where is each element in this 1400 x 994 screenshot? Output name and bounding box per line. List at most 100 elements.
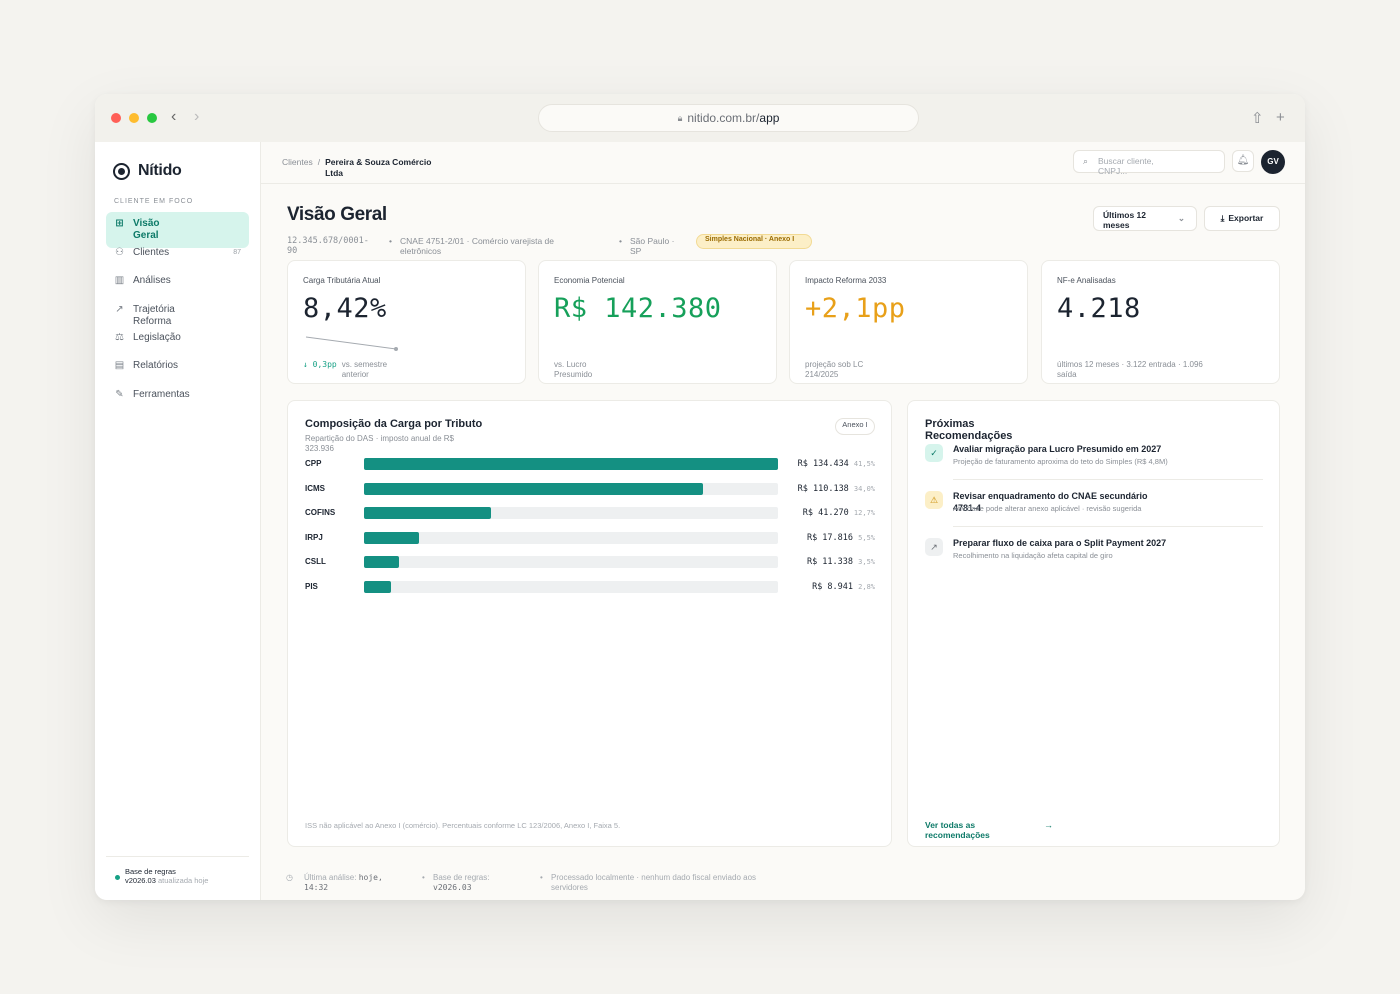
bar-value: R$ 110.138 [797, 483, 854, 494]
footer-last-label: Última análise: [304, 873, 357, 882]
topbar: Clientes / Pereira & Souza Comércio Ltda… [261, 142, 1305, 184]
sidebar-item-visao-geral[interactable]: ⊞ Visão Geral [106, 212, 249, 248]
chevron-down-icon: ⌄ [1177, 213, 1185, 223]
trend-icon: ↗ [925, 538, 943, 556]
annex-badge[interactable]: Anexo I [835, 418, 875, 435]
bar-amount: R$ 17.816 5,5% [807, 533, 875, 543]
maximize-window-button[interactable] [147, 113, 157, 123]
recommendation-title: Avaliar migração para Lucro Presumido em… [953, 444, 1162, 454]
avatar[interactable]: GV [1261, 150, 1285, 174]
period-select[interactable]: Últimos 12 meses ⌄ [1093, 206, 1197, 231]
footer-rules-base: Base de regras: v2026.03 [433, 873, 513, 893]
kpi-card-reforma: Impacto Reforma 2033 +2,1pp projeção sob… [789, 260, 1028, 384]
composition-note: ISS não aplicável ao Anexo I (comércio).… [305, 821, 621, 830]
sidebar-item-legislacao[interactable]: ⚖ Legislação [106, 326, 249, 350]
cnae-text: CNAE 4751-2/01 · Comércio varejista de e… [400, 236, 555, 256]
client-location: • São Paulo · SP [619, 236, 675, 256]
bar-track [364, 556, 778, 569]
footer-local-note: Processado localmente · nenhum dado fisc… [551, 873, 757, 892]
bar-percent: 41,5% [853, 460, 875, 468]
kpi-foot-text: vs. Lucro Presumido [554, 360, 593, 379]
url-bar[interactable]: 🔒︎ nitido.com.br/app [538, 104, 919, 132]
kpi-label: NF-e Analisadas [1057, 276, 1116, 285]
check-icon: ✓ [925, 444, 943, 462]
bar-row-irpj: IRPJ R$ 17.816 5,5% [305, 531, 875, 545]
sparkline-end-point [394, 347, 398, 351]
breadcrumb: Clientes / Pereira & Souza Comércio Ltda [282, 157, 440, 179]
bar-amount: R$ 8.941 2,8% [812, 582, 875, 592]
sidebar-item-ferramentas[interactable]: ✎ Ferramentas [106, 383, 249, 407]
minimize-window-button[interactable] [129, 113, 139, 123]
document-icon: ▤ [114, 360, 125, 371]
recommendation-title: Revisar enquadramento do CNAE secundário… [953, 491, 1148, 513]
bar-amount: R$ 110.138 34,0% [798, 484, 875, 494]
browser-window: ‹ › 🔒︎ nitido.com.br/app ⇧ + Nítido CLIE… [95, 94, 1305, 900]
back-icon[interactable]: ‹ [171, 108, 177, 125]
export-button[interactable]: ⤓ Exportar [1204, 206, 1280, 231]
sidebar-item-label: Trajetória Reforma [133, 304, 175, 327]
bell-icon: 🔔︎ [1236, 155, 1250, 166]
close-window-button[interactable] [111, 113, 121, 123]
rules-title: Base de regras [125, 867, 176, 876]
sidebar-item-label: Relatórios [133, 360, 179, 371]
search-input[interactable]: ⌕ Buscar cliente, CNPJ... [1073, 150, 1225, 176]
kpi-value: 8,42% [303, 293, 387, 324]
warning-icon: ⚠ [925, 491, 943, 509]
forward-icon[interactable]: › [194, 108, 200, 125]
sidebar-item-label: Análises [133, 275, 171, 286]
bar-percent: 3,5% [858, 558, 875, 567]
footer-last-analysis: Última análise: hoje, 14:32 [304, 873, 399, 893]
kpi-card-economia: Economia Potencial R$ 142.380 vs. Lucro … [538, 260, 777, 384]
bar-row-pis: PIS R$ 8.941 2,8% [305, 580, 875, 594]
brand-name: Nítido [138, 162, 182, 179]
bar-chart-icon: ▥ [114, 275, 125, 286]
sidebar-item-clientes[interactable]: ⚇ Clientes 87 [106, 241, 249, 265]
composition-subtitle: Repartição do DAS · imposto anual de R$ … [305, 434, 454, 453]
composition-title: Composição da Carga por Tributo [305, 418, 483, 430]
sidebar-item-trajetoria-reforma[interactable]: ↗ Trajetória Reforma [106, 298, 249, 334]
bar-track [364, 482, 778, 495]
client-cnpj: 12.345.678/0001-90 [287, 236, 369, 256]
bar-track [364, 531, 778, 544]
users-icon: ⚇ [115, 247, 124, 258]
logo-icon [113, 162, 130, 180]
notifications-button[interactable]: 🔔︎ [1232, 150, 1254, 172]
grid-icon: ⊞ [115, 218, 124, 229]
clients-count: 87 [233, 249, 241, 256]
bar-label: IRPJ [305, 532, 323, 542]
sidebar-item-label: Visão Geral [133, 218, 160, 241]
share-icon[interactable]: ⇧ [1251, 110, 1264, 127]
regime-badge: Simples Nacional · Anexo I [696, 234, 812, 249]
kpi-foot-text: vs. semestre anterior [341, 360, 388, 379]
sparkline-line [305, 336, 397, 350]
bar-row-csll: CSLL R$ 11.338 3,5% [305, 555, 875, 569]
arrow-right-icon[interactable]: → [1044, 820, 1053, 830]
scale-icon: ⚖ [115, 332, 124, 343]
bar-fill [364, 482, 703, 495]
footer-bullet: • [540, 873, 543, 882]
search-icon: ⌕ [1083, 156, 1089, 166]
bar-value: R$ 17.816 [806, 532, 859, 543]
see-all-link[interactable]: Ver todas as recomendações [925, 820, 990, 840]
bar-value: R$ 134.434 [797, 459, 854, 469]
recommendations-panel: Próximas Recomendações ✓ Avaliar migraçã… [907, 400, 1280, 847]
bar-amount: R$ 11.338 3,5% [807, 557, 875, 567]
rules-updated: atualizada hoje [157, 876, 209, 885]
new-tab-icon[interactable]: + [1276, 109, 1285, 126]
recommendation-desc: Recolhimento na liquidação afeta capital… [953, 551, 1113, 560]
main-content: Visão Geral 12.345.678/0001-90 • CNAE 475… [261, 184, 1305, 900]
breadcrumb-root[interactable]: Clientes [282, 157, 313, 167]
browser-chrome: ‹ › 🔒︎ nitido.com.br/app ⇧ + [95, 94, 1305, 142]
footer-bullet: • [422, 873, 425, 882]
sidebar-item-analises[interactable]: ▥ Análises [106, 269, 249, 293]
composition-panel: Composição da Carga por Tributo Repartiç… [287, 400, 892, 847]
bar-fill [364, 507, 491, 520]
recommendation-title: Preparar fluxo de caixa para o Split Pay… [953, 538, 1167, 548]
sidebar-item-relatorios[interactable]: ▤ Relatórios [106, 354, 249, 378]
section-label: CLIENTE EM FOCO [114, 198, 194, 205]
bar-percent: 2,8% [858, 583, 875, 591]
bar-value: R$ 11.338 [806, 557, 859, 568]
brand-logo[interactable]: Nítido [113, 162, 182, 180]
rules-version: v2026.03 [125, 876, 156, 885]
bar-label: CSLL [305, 557, 326, 567]
